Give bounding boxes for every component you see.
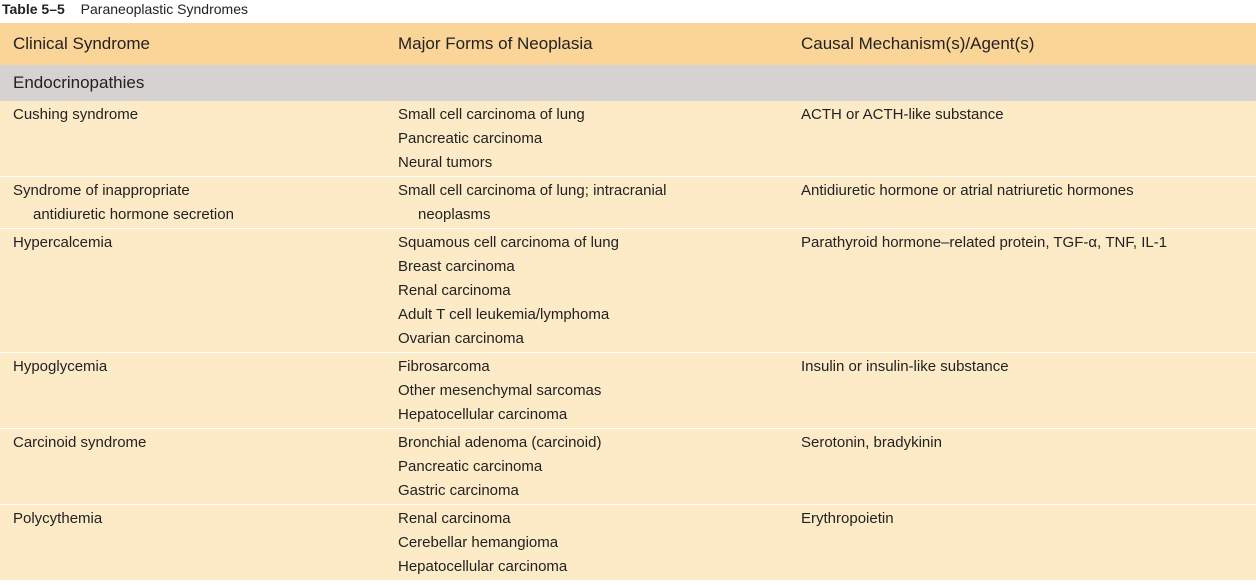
syndrome-text: Hypercalcemia [13, 234, 113, 251]
neoplasia-text: Hepatocellular carcinoma [398, 406, 568, 423]
syndrome-text: Carcinoid syndrome [13, 434, 147, 451]
table-row: Hypercalcemia Squamous cell carcinoma of … [0, 229, 1256, 353]
table-row: Polycythemia Renal carcinoma Cerebellar he… [0, 505, 1256, 580]
column-header-mechanism: Causal Mechanism(s)/Agent(s) [801, 34, 1035, 53]
table-row: Carcinoid syndrome Bronchial adenoma (car… [0, 429, 1256, 505]
table-row: Hypoglycemia Fibrosarcoma Other mesenchyma… [0, 353, 1256, 429]
cell-mechanism: Erythropoietin [801, 510, 894, 527]
cell-clinical-syndrome: Polycythemia [0, 507, 385, 579]
neoplasia-text: Adult T cell leukemia/lymphoma [398, 306, 610, 323]
cell-clinical-syndrome: Syndrome of inappropriate antidiuretic ho… [0, 179, 385, 227]
neoplasia-text: Small cell carcinoma of lung; intracrani… [398, 182, 667, 199]
cell-neoplasia: Small cell carcinoma of lung Pancreatic c… [385, 103, 786, 175]
neoplasia-text: Squamous cell carcinoma of lung [398, 234, 619, 251]
cell-mechanism: Serotonin, bradykinin [801, 434, 942, 451]
neoplasia-text: Breast carcinoma [398, 258, 515, 275]
neoplasia-text: Gastric carcinoma [398, 482, 519, 499]
cell-neoplasia: Renal carcinoma Cerebellar hemangioma Hepa… [385, 507, 786, 579]
cell-clinical-syndrome: Hypoglycemia [0, 355, 385, 427]
cell-neoplasia: Small cell carcinoma of lung; intracrani… [385, 179, 786, 227]
neoplasia-text: Renal carcinoma [398, 510, 511, 527]
neoplasia-text: Neural tumors [398, 154, 493, 171]
syndrome-text: Syndrome of inappropriate [13, 182, 190, 199]
syndrome-text: Cushing syndrome [13, 106, 139, 123]
syndrome-text: Polycythemia [13, 510, 103, 527]
column-header-neoplasia: Major Forms of Neoplasia [398, 34, 593, 53]
neoplasia-text: neoplasms [418, 206, 491, 223]
neoplasia-text: Fibrosarcoma [398, 358, 490, 375]
neoplasia-text: Renal carcinoma [398, 282, 511, 299]
neoplasia-text: Pancreatic carcinoma [398, 130, 543, 147]
syndrome-text: Hypoglycemia [13, 358, 108, 375]
syndrome-text: antidiuretic hormone secretion [33, 206, 234, 223]
cell-neoplasia: Squamous cell carcinoma of lung Breast ca… [385, 231, 786, 351]
cell-mechanism: ACTH or ACTH-like substance [801, 106, 1004, 123]
cell-clinical-syndrome: Hypercalcemia [0, 231, 385, 351]
table-title: Paraneoplastic Syndromes [80, 1, 248, 17]
cell-neoplasia: Fibrosarcoma Other mesenchymal sarcomas He… [385, 355, 786, 427]
table-header-row: Clinical Syndrome Major Forms of Neoplas… [0, 23, 1256, 65]
neoplasia-text: Other mesenchymal sarcomas [398, 382, 602, 399]
section-header-endocrinopathies: Endocrinopathies [0, 65, 1256, 101]
neoplasia-text: Small cell carcinoma of lung [398, 106, 585, 123]
cell-neoplasia: Bronchial adenoma (carcinoid) Pancreatic … [385, 431, 786, 503]
neoplasia-text: Hepatocellular carcinoma [398, 558, 568, 575]
cell-clinical-syndrome: Carcinoid syndrome [0, 431, 385, 503]
cell-mechanism: Parathyroid hormone–related protein, TGF… [801, 234, 1168, 251]
column-header-clinical-syndrome: Clinical Syndrome [13, 34, 150, 53]
table-number: Table 5–5 [2, 1, 65, 17]
cell-mechanism: Insulin or insulin-like substance [801, 358, 1009, 375]
cell-mechanism: Antidiuretic hormone or atrial natriuret… [801, 182, 1134, 199]
table-caption: Table 5–5 Paraneoplastic Syndromes [0, 0, 1256, 23]
paraneoplastic-table: Clinical Syndrome Major Forms of Neoplas… [0, 23, 1256, 580]
neoplasia-text: Bronchial adenoma (carcinoid) [398, 434, 602, 451]
neoplasia-text: Cerebellar hemangioma [398, 534, 559, 551]
table-row: Cushing syndrome Small cell carcinoma of … [0, 101, 1256, 177]
neoplasia-text: Pancreatic carcinoma [398, 458, 543, 475]
table-body: Cushing syndrome Small cell carcinoma of … [0, 101, 1256, 580]
table-row: Syndrome of inappropriate antidiuretic ho… [0, 177, 1256, 229]
neoplasia-text: Ovarian carcinoma [398, 330, 524, 347]
cell-clinical-syndrome: Cushing syndrome [0, 103, 385, 175]
